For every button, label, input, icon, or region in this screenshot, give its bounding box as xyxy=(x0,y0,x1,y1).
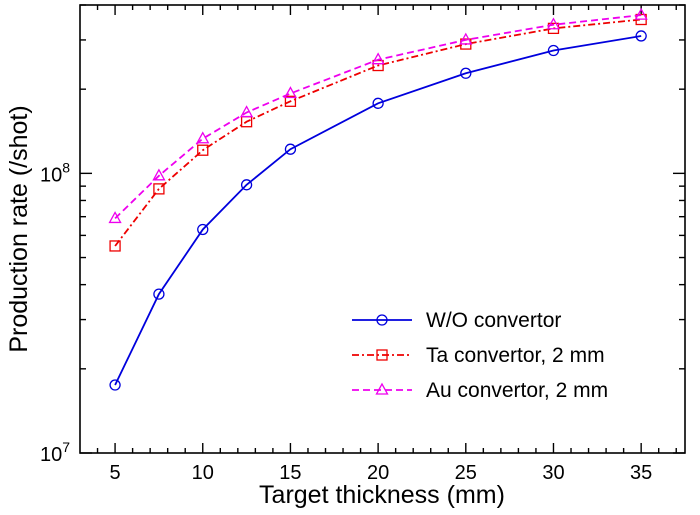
data-point xyxy=(153,183,165,195)
y-tick-label: 107 xyxy=(40,439,70,466)
series-line xyxy=(114,18,642,247)
data-point xyxy=(109,379,121,391)
legend-label: Ta convertor, 2 mm xyxy=(426,344,605,367)
data-point xyxy=(152,168,166,181)
x-tick-label: 10 xyxy=(192,462,214,484)
data-point xyxy=(239,105,254,118)
data-point xyxy=(283,86,298,99)
data-point xyxy=(153,288,165,300)
data-point xyxy=(371,52,385,65)
data-point xyxy=(459,32,473,45)
y-axis-title: Production rate (/shot) xyxy=(5,105,33,352)
series-line xyxy=(114,35,642,386)
x-tick-label: 25 xyxy=(455,462,477,484)
data-point xyxy=(109,240,121,252)
x-tick-label: 5 xyxy=(110,462,121,484)
x-tick-label: 20 xyxy=(367,462,389,484)
legend-marker xyxy=(376,314,388,326)
legend: W/O convertor Ta convertor, 2 mm Au conver… xyxy=(352,309,608,402)
data-point xyxy=(634,7,648,20)
data-point xyxy=(284,143,297,155)
legend-item: W/O convertor xyxy=(352,309,561,332)
x-axis-title: Target thickness (mm) xyxy=(259,481,505,509)
legend-marker xyxy=(375,382,389,395)
series-1 xyxy=(109,30,647,391)
series-layer xyxy=(108,7,648,391)
data-point xyxy=(197,223,209,236)
x-axis: 5 10 15 20 25 30 35 xyxy=(96,5,677,484)
data-point xyxy=(197,144,209,156)
legend-label: Au convertor, 2 mm xyxy=(426,379,608,402)
data-point xyxy=(460,67,472,79)
x-tick-label: 35 xyxy=(630,462,652,484)
x-tick-label: 15 xyxy=(279,462,301,484)
data-point xyxy=(240,179,253,191)
series-line xyxy=(114,14,642,220)
legend-item: Ta convertor, 2 mm xyxy=(352,344,605,367)
data-point xyxy=(108,211,122,224)
y-tick-label: 108 xyxy=(40,159,70,186)
data-point xyxy=(546,17,561,30)
series-2 xyxy=(109,13,647,252)
legend-label: W/O convertor xyxy=(426,309,561,332)
data-point xyxy=(635,30,647,42)
plot-frame xyxy=(79,4,686,454)
legend-marker xyxy=(376,349,388,361)
data-point xyxy=(372,97,384,109)
data-point xyxy=(284,95,297,107)
y-axis: 107 108 xyxy=(40,4,685,466)
series-3 xyxy=(108,7,648,224)
data-point xyxy=(196,131,210,144)
x-tick-label: 30 xyxy=(542,462,564,484)
legend-item: Au convertor, 2 mm xyxy=(352,379,608,402)
data-point xyxy=(547,44,560,57)
